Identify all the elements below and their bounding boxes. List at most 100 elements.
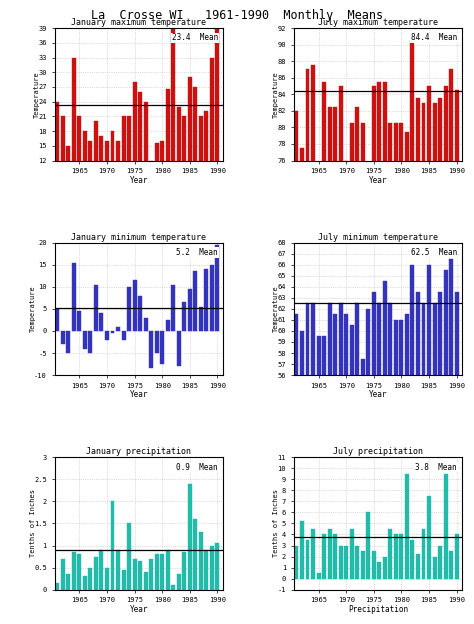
Bar (216, 544, 219, 590)
Bar (317, 573, 320, 578)
Bar (328, 303, 332, 624)
Bar (171, 0, 175, 220)
Bar (149, 331, 153, 369)
Bar (100, 313, 103, 331)
Bar (372, 292, 376, 624)
Bar (121, 570, 126, 590)
Bar (300, 331, 304, 624)
Y-axis label: Tenths of Inches: Tenths of Inches (273, 489, 279, 557)
Bar (133, 558, 137, 590)
Bar (182, 552, 186, 590)
Bar (61, 117, 65, 220)
Bar (66, 146, 70, 220)
Bar (210, 545, 214, 590)
Bar (400, 124, 403, 624)
Bar (328, 107, 332, 624)
Bar (317, 336, 320, 624)
Bar (216, 0, 219, 220)
Text: 0.9  Mean: 0.9 Mean (176, 462, 218, 472)
X-axis label: Precipitation: Precipitation (348, 605, 408, 614)
Bar (344, 314, 348, 624)
Bar (160, 141, 164, 220)
Bar (149, 160, 153, 220)
Bar (344, 160, 348, 624)
Bar (410, 265, 414, 624)
Bar (400, 535, 403, 578)
Bar (377, 82, 381, 624)
Title: January maximum temperature: January maximum temperature (71, 18, 206, 27)
Y-axis label: Temperature: Temperature (30, 286, 36, 332)
Bar (355, 107, 359, 624)
Bar (449, 551, 453, 578)
Bar (77, 311, 82, 331)
Bar (350, 326, 354, 624)
Bar (199, 306, 203, 331)
Bar (160, 331, 164, 364)
Bar (383, 557, 387, 578)
Bar (188, 484, 192, 590)
Bar (83, 331, 87, 349)
Bar (394, 124, 398, 624)
Bar (105, 141, 109, 220)
Bar (410, 41, 414, 624)
Bar (444, 474, 447, 578)
Bar (204, 550, 209, 590)
X-axis label: Year: Year (369, 175, 387, 185)
Bar (306, 69, 310, 624)
Bar (116, 550, 120, 590)
Bar (121, 117, 126, 220)
Bar (89, 331, 92, 353)
Bar (338, 303, 343, 624)
Bar (216, 245, 219, 331)
Bar (66, 574, 70, 590)
Text: 3.8  Mean: 3.8 Mean (416, 462, 457, 472)
Bar (89, 568, 92, 590)
Bar (306, 303, 310, 624)
Bar (449, 259, 453, 624)
Y-axis label: Temperature: Temperature (34, 71, 40, 118)
Bar (366, 251, 370, 624)
Bar (94, 121, 98, 220)
Bar (322, 82, 326, 624)
Bar (94, 285, 98, 331)
Bar (338, 545, 343, 578)
Bar (361, 551, 365, 578)
Bar (116, 141, 120, 220)
Bar (455, 292, 459, 624)
Bar (344, 545, 348, 578)
Bar (66, 331, 70, 353)
Title: January minimum temperature: January minimum temperature (71, 233, 206, 242)
Bar (438, 545, 442, 578)
Bar (100, 550, 103, 590)
Bar (366, 309, 370, 624)
Bar (433, 303, 437, 624)
Text: 23.4  Mean: 23.4 Mean (172, 33, 218, 42)
Bar (361, 124, 365, 624)
Bar (110, 131, 115, 220)
Bar (83, 131, 87, 220)
Bar (377, 562, 381, 578)
Bar (294, 545, 299, 578)
Bar (77, 117, 82, 220)
Bar (133, 280, 137, 331)
Bar (155, 331, 159, 353)
Bar (72, 552, 76, 590)
Bar (400, 320, 403, 624)
Bar (116, 326, 120, 331)
Bar (166, 320, 170, 331)
Bar (438, 292, 442, 624)
Bar (333, 314, 337, 624)
Y-axis label: Temperature: Temperature (273, 286, 279, 332)
X-axis label: Year: Year (129, 605, 148, 614)
Bar (121, 331, 126, 340)
Title: January precipitation: January precipitation (86, 447, 191, 456)
Bar (433, 557, 437, 578)
Bar (55, 309, 59, 331)
Bar (416, 99, 420, 624)
Bar (427, 265, 431, 624)
Bar (421, 303, 426, 624)
Bar (177, 107, 181, 220)
Bar (210, 57, 214, 220)
Bar (421, 529, 426, 578)
Bar (193, 271, 197, 331)
